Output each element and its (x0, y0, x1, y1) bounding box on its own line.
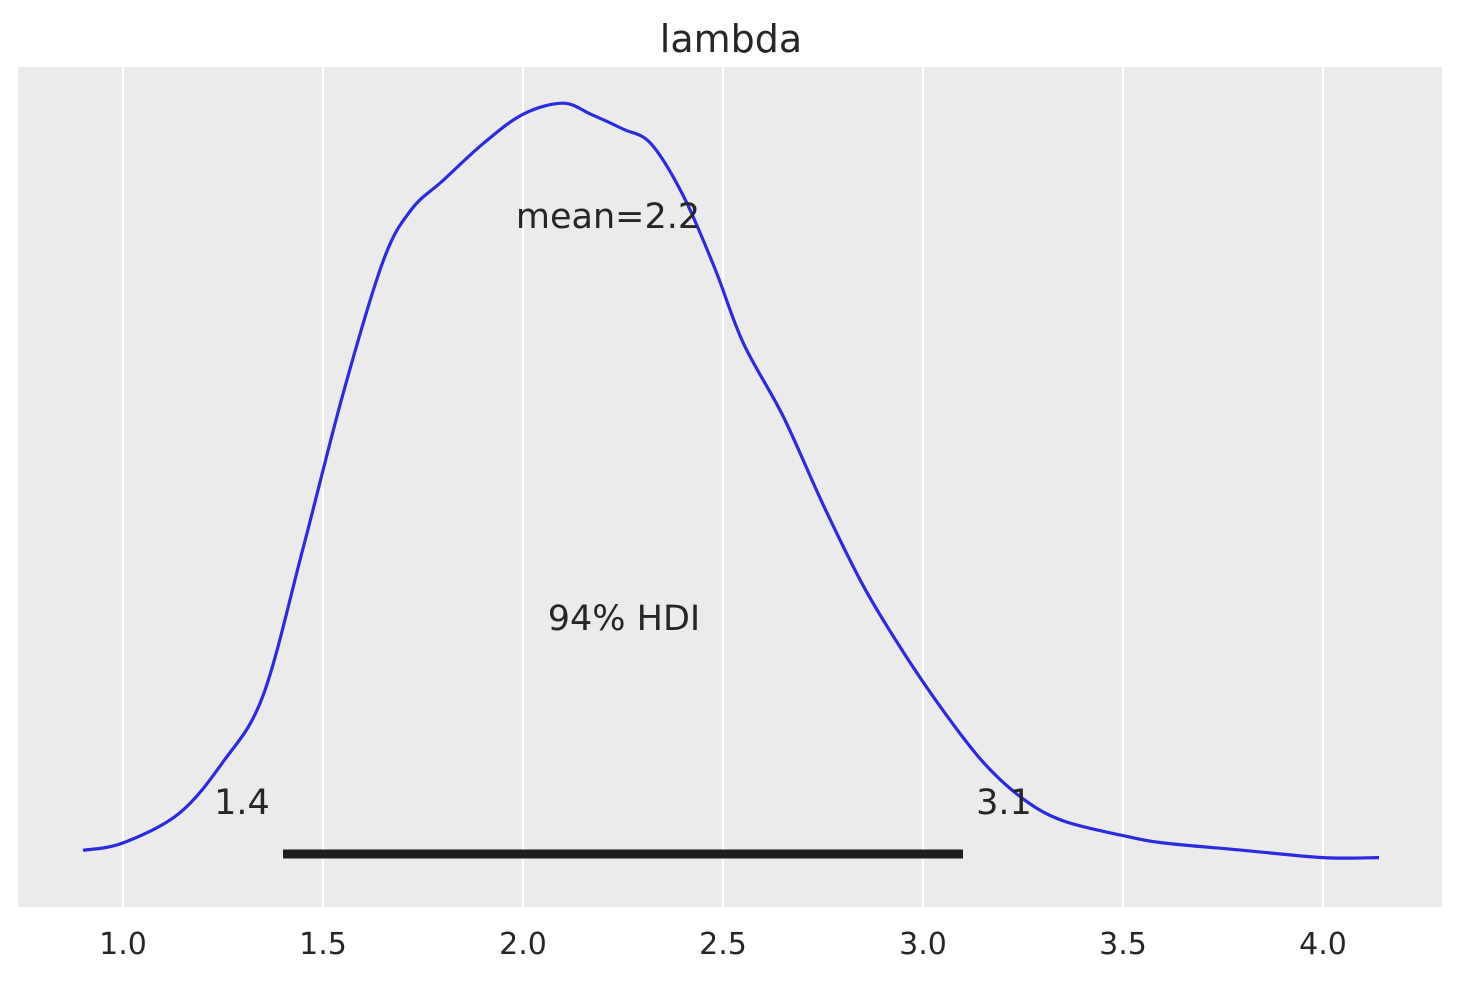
x-tick-label: 1.5 (299, 927, 347, 962)
x-tick-label: 4.0 (1299, 927, 1347, 962)
x-axis-ticks: 1.0 1.5 2.0 2.5 3.0 3.5 4.0 (99, 927, 1347, 962)
hdi-high-label: 3.1 (976, 783, 1032, 823)
x-tick-label: 3.5 (1099, 927, 1147, 962)
mean-annotation: mean=2.2 (516, 197, 700, 237)
x-tick-label: 3.0 (899, 927, 947, 962)
density-curve (82, 101, 1380, 860)
x-tick-label: 2.5 (699, 927, 747, 962)
grid-lines (122, 67, 1324, 907)
plot-area (18, 67, 1442, 907)
x-tick-label: 1.0 (99, 927, 147, 962)
hdi-label: 94% HDI (548, 599, 701, 639)
hdi-low-label: 1.4 (214, 783, 270, 823)
chart-title: lambda (660, 17, 802, 61)
x-tick-label: 2.0 (499, 927, 547, 962)
